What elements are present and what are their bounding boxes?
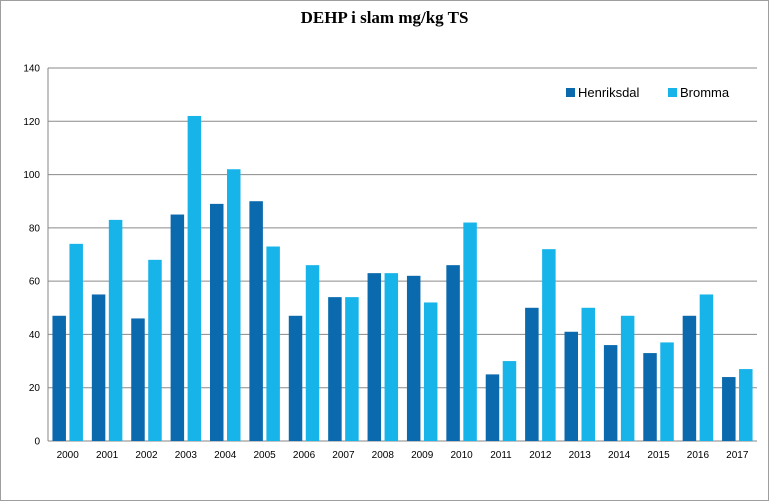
bar-henriksdal-2009 bbox=[406, 275, 421, 441]
y-tick-label: 140 bbox=[23, 64, 40, 75]
bar-bromma-2010 bbox=[463, 222, 477, 441]
bar-bromma-2005 bbox=[266, 246, 280, 441]
bar-henriksdal-2003 bbox=[170, 214, 185, 441]
bar-henriksdal-2011 bbox=[485, 374, 500, 441]
bar-henriksdal-2016 bbox=[682, 315, 697, 441]
legend-label-bromma: Bromma bbox=[680, 85, 730, 100]
bar-bromma-2016 bbox=[699, 294, 714, 441]
bar-bromma-2012 bbox=[542, 249, 556, 441]
x-tick-label: 2015 bbox=[647, 450, 670, 461]
bar-henriksdal-2012 bbox=[525, 307, 539, 441]
bar-bromma-2013 bbox=[581, 307, 595, 441]
x-tick-label: 2004 bbox=[214, 450, 237, 461]
gridlines bbox=[47, 67, 757, 442]
bar-bromma-2002 bbox=[148, 259, 162, 441]
bar-bromma-2006 bbox=[305, 265, 320, 441]
y-tick-label: 0 bbox=[34, 437, 40, 448]
x-tick-label: 2003 bbox=[175, 450, 198, 461]
x-tick-label: 2001 bbox=[96, 450, 119, 461]
bar-bromma-2014 bbox=[620, 315, 635, 441]
x-tick-label: 2010 bbox=[450, 450, 473, 461]
x-tick-label: 2017 bbox=[726, 450, 749, 461]
x-tick-label: 2007 bbox=[332, 450, 355, 461]
x-tick-label: 2006 bbox=[293, 450, 316, 461]
y-tick-label: 100 bbox=[23, 170, 40, 181]
legend-label-henriksdal: Henriksdal bbox=[578, 85, 640, 100]
bar-henriksdal-2004 bbox=[210, 203, 224, 441]
bar-henriksdal-2017 bbox=[722, 377, 736, 441]
y-tick-label: 20 bbox=[29, 383, 41, 394]
y-tick-label: 80 bbox=[29, 223, 41, 234]
x-tick-label: 2013 bbox=[569, 450, 592, 461]
bar-bromma-2003 bbox=[187, 115, 202, 441]
bar-henriksdal-2002 bbox=[131, 318, 145, 441]
bar-bromma-2011 bbox=[502, 361, 517, 441]
bar-henriksdal-2006 bbox=[288, 315, 303, 441]
bar-bromma-2017 bbox=[739, 369, 753, 441]
bar-henriksdal-2013 bbox=[564, 331, 578, 441]
bars bbox=[52, 115, 753, 441]
x-tick-label: 2014 bbox=[608, 450, 631, 461]
bar-bromma-2004 bbox=[227, 169, 241, 441]
bar-bromma-2001 bbox=[108, 219, 123, 441]
legend: Henriksdal Bromma bbox=[566, 85, 730, 100]
bar-bromma-2000 bbox=[69, 243, 83, 441]
x-tick-label: 2005 bbox=[254, 450, 277, 461]
y-tick-label: 60 bbox=[29, 277, 41, 288]
bar-henriksdal-2000 bbox=[52, 315, 66, 441]
x-tick-label: 2002 bbox=[135, 450, 158, 461]
x-tick-label: 2000 bbox=[57, 450, 80, 461]
x-tick-label: 2009 bbox=[411, 450, 434, 461]
x-tick-label: 2012 bbox=[529, 450, 552, 461]
bar-henriksdal-2001 bbox=[91, 294, 106, 441]
legend-swatch-henriksdal bbox=[566, 88, 575, 97]
x-tick-label: 2016 bbox=[687, 450, 710, 461]
x-tick-label: 2011 bbox=[490, 450, 512, 461]
bar-henriksdal-2014 bbox=[603, 345, 618, 441]
chart-title: DEHP i slam mg/kg TS bbox=[300, 8, 469, 27]
x-tick-label: 2008 bbox=[372, 450, 395, 461]
bar-bromma-2007 bbox=[345, 297, 359, 441]
bar-henriksdal-2010 bbox=[446, 265, 460, 441]
bar-bromma-2015 bbox=[660, 342, 674, 441]
bar-henriksdal-2007 bbox=[328, 297, 342, 441]
y-axis-ticks: 0 20 40 60 80 100 120 140 bbox=[23, 64, 40, 448]
bar-henriksdal-2015 bbox=[643, 353, 657, 441]
x-axis-ticks: 2000 2001 2002 2003 2004 2005 2006 2007 2008 2009… bbox=[57, 450, 749, 461]
bar-bromma-2009 bbox=[423, 302, 438, 441]
legend-swatch-bromma bbox=[668, 88, 677, 97]
y-tick-label: 40 bbox=[29, 330, 41, 341]
bar-bromma-2008 bbox=[384, 273, 399, 441]
bar-henriksdal-2005 bbox=[249, 201, 263, 441]
bar-henriksdal-2008 bbox=[367, 273, 382, 441]
y-tick-label: 120 bbox=[23, 117, 40, 128]
